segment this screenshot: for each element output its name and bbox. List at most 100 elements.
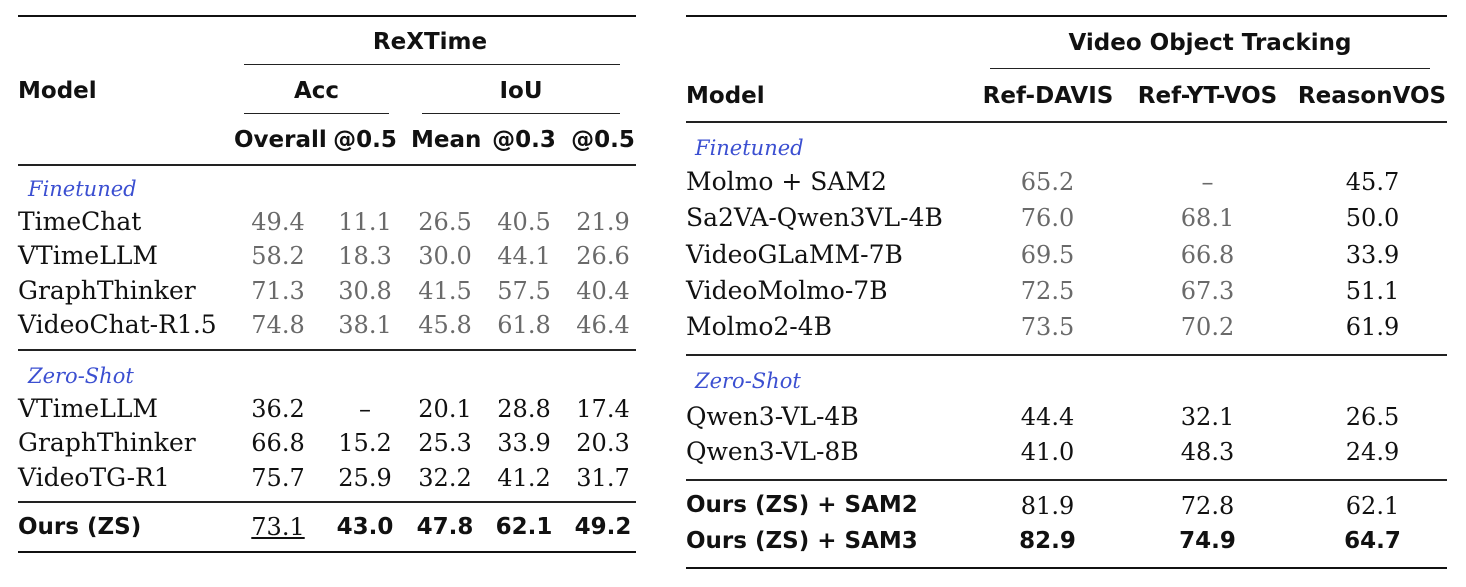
row-model-name: Molmo2-4B — [686, 312, 833, 341]
cell-value: 72.8 — [1180, 492, 1235, 520]
ours-value-best: 82.9 — [1019, 528, 1076, 554]
cell-value: 51.1 — [1345, 277, 1400, 305]
cell-value: 31.7 — [576, 464, 630, 492]
cell-value: 48.3 — [1180, 438, 1235, 466]
ours-model-name: Ours (ZS) — [18, 514, 142, 540]
cell-value: 26.5 — [1345, 403, 1400, 431]
cell-value: 45.8 — [418, 311, 472, 339]
cell-value: 74.8 — [251, 311, 305, 339]
group-cmidrule — [990, 68, 1430, 69]
cell-value: 76.0 — [1020, 204, 1075, 232]
group-header-video-object-tracking: Video Object Tracking — [1068, 30, 1352, 56]
cell-value: 15.2 — [338, 429, 392, 457]
col-header-reasonvos: ReasonVOS — [1297, 83, 1447, 109]
cell-value: – — [359, 395, 371, 423]
row-model-name: VideoTG-R1 — [18, 463, 170, 492]
row-model-name: VideoMolmo-7B — [686, 276, 888, 305]
col-header-overall: Overall — [234, 127, 327, 153]
model-column-header: Model — [686, 83, 765, 109]
iou-cmidrule — [422, 113, 620, 114]
ours-value-best: 49.2 — [574, 514, 632, 540]
col-header-ref-davis: Ref-DAVIS — [982, 83, 1114, 109]
cell-value: 71.3 — [251, 277, 305, 305]
ours-value-best: 64.7 — [1344, 528, 1401, 554]
cell-value: 65.2 — [1020, 168, 1075, 196]
cell-value: 40.4 — [576, 277, 630, 305]
cell-value: 20.1 — [418, 395, 472, 423]
top-rule — [686, 15, 1447, 17]
ours-value-best: 43.0 — [336, 514, 394, 540]
cell-value: 66.8 — [251, 429, 305, 457]
row-model-name: GraphThinker — [18, 276, 196, 305]
cell-value: 41.5 — [418, 277, 472, 305]
cell-value: 58.2 — [251, 242, 305, 270]
col-header-iou-at-03: @0.3 — [492, 127, 556, 153]
cell-value: 50.0 — [1345, 204, 1400, 232]
cell-value: 33.9 — [1345, 241, 1400, 269]
cell-value: 32.2 — [418, 464, 472, 492]
section-rule — [18, 349, 636, 351]
cell-value: 61.8 — [497, 311, 551, 339]
cell-value: 25.9 — [338, 464, 392, 492]
cell-value: 18.3 — [338, 242, 392, 270]
cell-value: 24.9 — [1345, 438, 1400, 466]
cell-value: 49.4 — [251, 208, 305, 236]
header-rule — [18, 164, 636, 166]
cell-value: 73.5 — [1020, 313, 1075, 341]
cell-value: 69.5 — [1020, 241, 1075, 269]
ours-value-best: 62.1 — [495, 514, 553, 540]
section-label-finetuned: Finetuned — [28, 177, 137, 201]
cell-value: 25.3 — [418, 429, 472, 457]
cell-value: 20.3 — [576, 429, 630, 457]
row-model-name: Qwen3-VL-8B — [686, 437, 859, 466]
top-rule — [18, 15, 636, 17]
bottom-rule — [18, 551, 636, 553]
cell-value: 26.5 — [418, 208, 472, 236]
cell-value: 26.6 — [576, 242, 630, 270]
subgroup-header-iou: IoU — [499, 78, 543, 104]
bottom-rule — [686, 567, 1447, 569]
section-label-finetuned: Finetuned — [695, 136, 804, 160]
cell-value: 38.1 — [338, 311, 392, 339]
cell-value: 72.5 — [1020, 277, 1075, 305]
row-model-name: Sa2VA-Qwen3VL-4B — [686, 203, 943, 232]
cell-value: 68.1 — [1180, 204, 1235, 232]
cell-value: 21.9 — [576, 208, 630, 236]
cell-value: 11.1 — [338, 208, 392, 236]
cell-value: 81.9 — [1020, 492, 1075, 520]
row-model-name: VideoChat-R1.5 — [18, 310, 217, 339]
cell-value: 32.1 — [1180, 403, 1235, 431]
col-header-ref-yt-vos: Ref-YT-VOS — [1137, 83, 1278, 109]
cell-value: 30.8 — [338, 277, 392, 305]
row-model-name: VTimeLLM — [18, 241, 159, 270]
cell-value: 33.9 — [497, 429, 551, 457]
cell-value: 66.8 — [1180, 241, 1235, 269]
col-header-mean: Mean — [411, 127, 482, 153]
ours-value-best: 47.8 — [416, 514, 474, 540]
row-model-name: Qwen3-VL-4B — [686, 402, 859, 431]
group-cmidrule — [244, 64, 620, 65]
cell-value: 41.2 — [497, 464, 551, 492]
cell-value: 44.1 — [497, 242, 551, 270]
cell-value: 28.8 — [497, 395, 551, 423]
cell-value: 46.4 — [576, 311, 630, 339]
col-header-acc-at-05: @0.5 — [333, 127, 397, 153]
cell-value: 62.1 — [1345, 492, 1400, 520]
section-label-zero-shot: Zero-Shot — [695, 369, 801, 393]
col-header-iou-at-05: @0.5 — [571, 127, 635, 153]
subgroup-header-acc: Acc — [293, 78, 340, 104]
cell-value: 41.0 — [1020, 438, 1075, 466]
cell-value: 45.7 — [1345, 168, 1400, 196]
cell-value: 17.4 — [576, 395, 630, 423]
cell-value: 61.9 — [1345, 313, 1400, 341]
acc-cmidrule — [244, 113, 389, 114]
header-rule — [686, 121, 1447, 123]
cell-value: 75.7 — [251, 464, 305, 492]
cell-value: 40.5 — [497, 208, 551, 236]
section-label-zero-shot: Zero-Shot — [28, 364, 134, 388]
row-model-name: Molmo + SAM2 — [686, 167, 887, 196]
group-header-rextime: ReXTime — [372, 29, 488, 55]
ours-rule — [18, 501, 636, 503]
ours-model-name: Ours (ZS) + SAM2 — [686, 492, 918, 518]
row-model-name: VideoGLaMM-7B — [686, 240, 903, 269]
